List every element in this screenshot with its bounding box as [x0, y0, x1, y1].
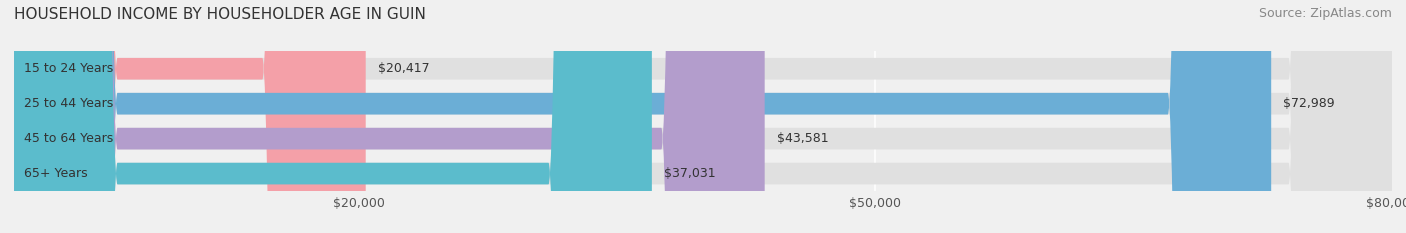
Text: $72,989: $72,989 [1284, 97, 1334, 110]
Text: $37,031: $37,031 [664, 167, 716, 180]
Text: $20,417: $20,417 [378, 62, 429, 75]
FancyBboxPatch shape [14, 0, 1392, 233]
Text: $43,581: $43,581 [776, 132, 828, 145]
Text: 15 to 24 Years: 15 to 24 Years [24, 62, 114, 75]
Text: 25 to 44 Years: 25 to 44 Years [24, 97, 114, 110]
FancyBboxPatch shape [14, 0, 765, 233]
FancyBboxPatch shape [14, 0, 1392, 233]
FancyBboxPatch shape [14, 0, 1271, 233]
FancyBboxPatch shape [14, 0, 1392, 233]
Text: 65+ Years: 65+ Years [24, 167, 89, 180]
FancyBboxPatch shape [14, 0, 366, 233]
Text: Source: ZipAtlas.com: Source: ZipAtlas.com [1258, 7, 1392, 20]
Text: 45 to 64 Years: 45 to 64 Years [24, 132, 114, 145]
Text: HOUSEHOLD INCOME BY HOUSEHOLDER AGE IN GUIN: HOUSEHOLD INCOME BY HOUSEHOLDER AGE IN G… [14, 7, 426, 22]
FancyBboxPatch shape [14, 0, 652, 233]
FancyBboxPatch shape [14, 0, 1392, 233]
